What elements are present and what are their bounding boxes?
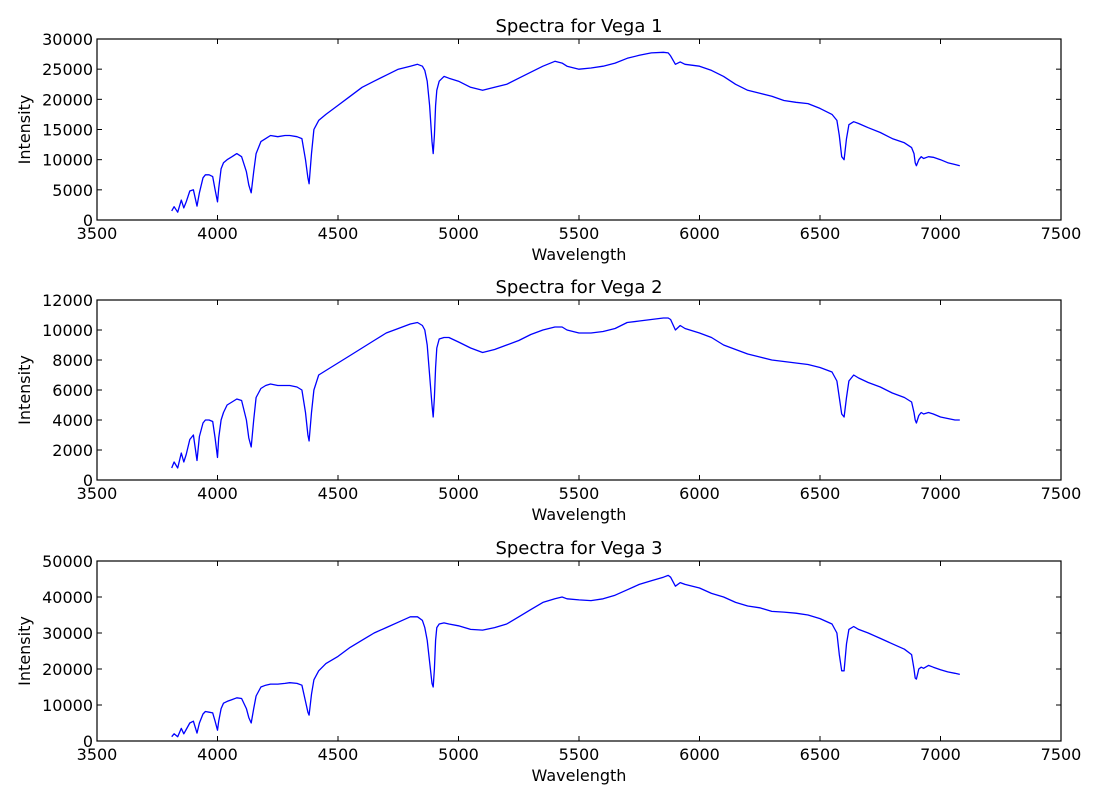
y-tick-label: 30000	[42, 624, 93, 643]
x-tick-label: 7500	[1041, 745, 1082, 764]
spectrum-line	[171, 574, 960, 738]
x-tick-label: 3500	[77, 745, 118, 764]
chart-title: Spectra for Vega 1	[495, 16, 662, 37]
spectrum-line	[171, 317, 960, 469]
x-axis-label: Wavelength	[532, 505, 627, 524]
chart-title: Spectra for Vega 3	[495, 538, 662, 559]
x-tick-label: 4000	[197, 484, 238, 503]
subplot-vega-2: Spectra for Vega 2 3500 4000 4500 5000 5500 60…	[15, 277, 1081, 524]
x-axis-label: Wavelength	[532, 245, 627, 264]
x-tick-label: 3500	[77, 484, 118, 503]
subplot-vega-1: Spectra for Vega 1 3500 4000 4500 5000 5500 60…	[15, 16, 1081, 264]
x-tick-label: 3500	[77, 224, 118, 243]
y-axis-label: Intensity	[15, 616, 34, 686]
plot-area-frame	[96, 38, 1062, 221]
y-tick-label: 30000	[42, 30, 93, 49]
y-axis-label: Intensity	[15, 355, 34, 425]
x-tick-label: 5500	[559, 224, 600, 243]
y-tick-label: 40000	[42, 588, 93, 607]
y-tick-label: 0	[83, 732, 93, 751]
x-tick-label: 6000	[679, 745, 720, 764]
y-tick-label: 15000	[42, 121, 93, 140]
x-tick-label: 7000	[920, 745, 961, 764]
y-tick-label: 10000	[42, 696, 93, 715]
x-tick-label: 4500	[318, 745, 359, 764]
y-tick-label: 0	[83, 211, 93, 230]
x-tick-label: 4000	[197, 224, 238, 243]
x-tick-label: 5500	[559, 484, 600, 503]
plot-area-frame	[96, 560, 1062, 742]
x-tick-label: 5000	[438, 484, 479, 503]
x-axis-label: Wavelength	[532, 766, 627, 785]
y-tick-label: 20000	[42, 660, 93, 679]
subplot-vega-3: Spectra for Vega 3 3500 4000 4500 5000 5500 60…	[15, 538, 1081, 785]
x-tick-label: 5000	[438, 745, 479, 764]
x-tick-label: 6000	[679, 224, 720, 243]
y-tick-label: 20000	[42, 90, 93, 109]
x-tick-label: 4500	[318, 224, 359, 243]
y-tick-label: 8000	[52, 351, 93, 370]
x-tick-label: 4500	[318, 484, 359, 503]
y-tick-label: 12000	[42, 291, 93, 310]
y-tick-label: 25000	[42, 60, 93, 79]
y-tick-label: 5000	[52, 181, 93, 200]
spectrum-line	[171, 51, 960, 213]
y-tick-label: 0	[83, 471, 93, 490]
x-tick-label: 5000	[438, 224, 479, 243]
chart-title: Spectra for Vega 2	[495, 277, 662, 298]
x-tick-label: 4000	[197, 745, 238, 764]
x-tick-label: 6000	[679, 484, 720, 503]
y-tick-label: 10000	[42, 321, 93, 340]
x-tick-label: 6500	[800, 745, 841, 764]
y-tick-label: 4000	[52, 411, 93, 430]
x-tick-label: 7500	[1041, 224, 1082, 243]
x-tick-label: 7000	[920, 224, 961, 243]
x-tick-label: 7000	[920, 484, 961, 503]
plot-area-frame	[96, 299, 1062, 481]
y-tick-label: 10000	[42, 151, 93, 170]
x-tick-label: 6500	[800, 484, 841, 503]
x-tick-label: 7500	[1041, 484, 1082, 503]
x-tick-label: 5500	[559, 745, 600, 764]
y-tick-label: 50000	[42, 552, 93, 571]
y-tick-label: 2000	[52, 441, 93, 460]
y-tick-label: 6000	[52, 381, 93, 400]
y-axis-label: Intensity	[15, 95, 34, 165]
x-tick-label: 6500	[800, 224, 841, 243]
